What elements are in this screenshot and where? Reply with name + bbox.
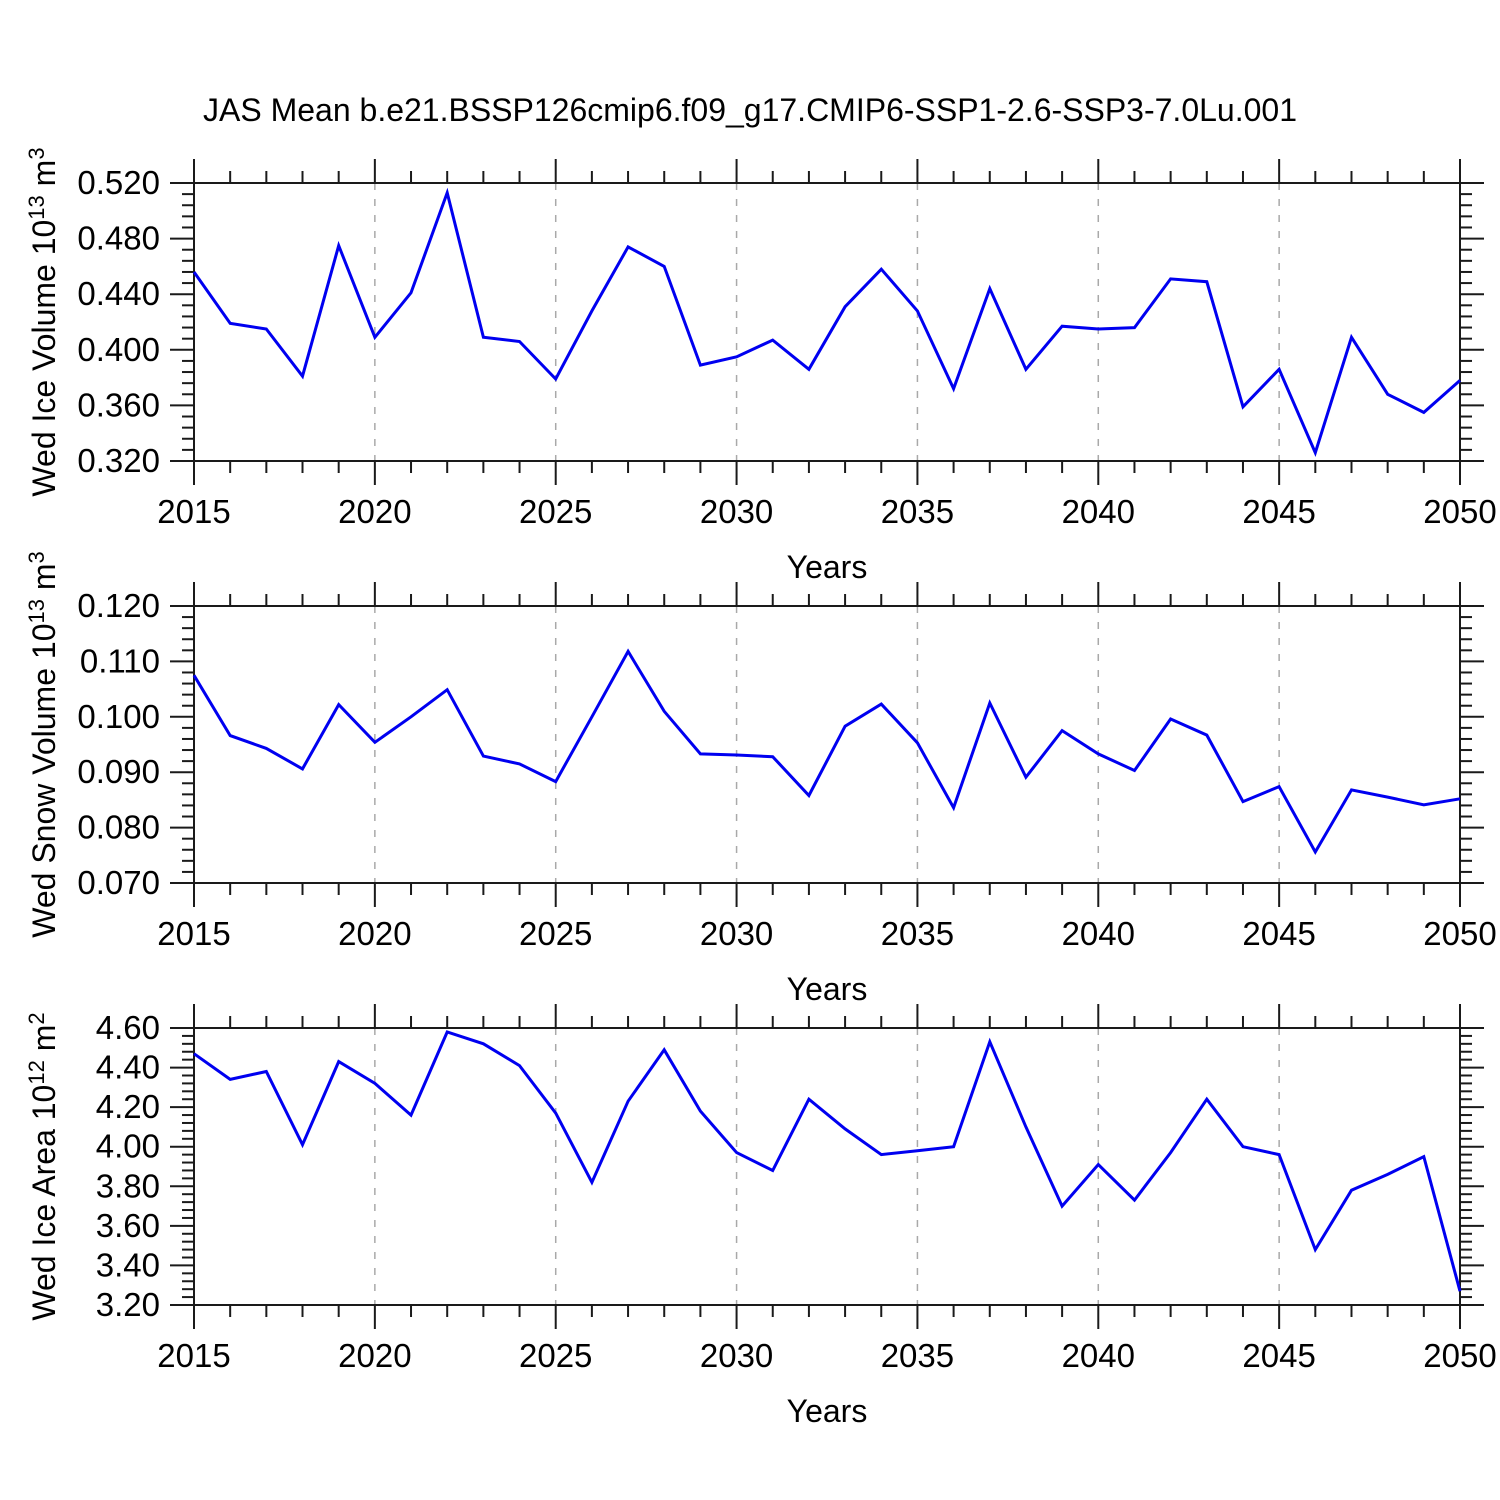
y-tick-label: 0.440: [77, 275, 160, 312]
wed-ice-volume-line: [192, 187, 1461, 457]
y-tick-label: 0.070: [77, 864, 160, 901]
y-tick-labels: 4.604.404.204.003.803.603.403.20: [96, 1009, 160, 1323]
x-axis-ticks: [193, 1004, 1461, 1329]
y-tick-label: 3.60: [96, 1207, 160, 1244]
x-tick-label: 2030: [700, 1337, 773, 1374]
x-axis-title: Years: [787, 549, 868, 585]
y-tick-label: 0.480: [77, 220, 160, 257]
x-tick-label: 2050: [1423, 915, 1496, 952]
x-tick-label: 2050: [1423, 493, 1496, 530]
y-axis-ticks: [170, 1027, 1484, 1306]
x-axis-ticks: [193, 159, 1461, 485]
x-tick-label: 2015: [157, 1337, 230, 1374]
wed-snow-volume-line: [192, 648, 1461, 856]
y-tick-label: 4.60: [96, 1009, 160, 1046]
y-axis-title: Wed Ice Volume 1013 m3: [24, 147, 62, 496]
x-tick-label: 2035: [881, 1337, 954, 1374]
y-tick-label: 3.40: [96, 1246, 160, 1283]
y-tick-label: 0.400: [77, 331, 160, 368]
x-tick-label: 2025: [519, 493, 592, 530]
y-tick-labels: 0.120 0.110 0.100 0.090 0.080 0.070: [77, 587, 160, 901]
y-axis-title: Wed Ice Area 1012 m2: [24, 1012, 62, 1320]
x-tick-label: 2040: [1062, 493, 1135, 530]
y-tick-label: 0.320: [77, 442, 160, 479]
y-axis-ticks: [170, 182, 1484, 462]
y-tick-label: 4.20: [96, 1088, 160, 1125]
x-tick-label: 2015: [157, 915, 230, 952]
wed-ice-area-line: [193, 1030, 1462, 1292]
y-tick-label: 0.110: [80, 642, 160, 679]
x-tick-labels: 2015 2020 2025 2030 2035 2040 2045 2050: [157, 915, 1496, 952]
wed-ice-area-panel: 4.604.404.204.003.803.603.403.20 2015 2020…: [24, 1004, 1497, 1429]
y-tick-label: 3.20: [96, 1286, 160, 1323]
x-tick-label: 2015: [157, 493, 230, 530]
x-tick-label: 2025: [519, 915, 592, 952]
x-tick-label: 2020: [338, 493, 411, 530]
vertical-gridlines: [374, 1028, 1280, 1305]
x-tick-labels: 2015 2020 2025 2030 2035 2040 2045 2050: [157, 493, 1496, 530]
plot-border: [193, 182, 1461, 462]
y-tick-label: 3.80: [96, 1167, 160, 1204]
chart-title: JAS Mean b.e21.BSSP126cmip6.f09_g17.CMIP…: [203, 92, 1297, 128]
x-tick-label: 2045: [1242, 493, 1315, 530]
vertical-gridlines: [374, 606, 1280, 883]
y-tick-labels: 0.520 0.480 0.440 0.400 0.360 0.320: [77, 164, 160, 479]
x-tick-label: 2020: [338, 915, 411, 952]
x-tick-labels: 2015 2020 2025 2030 2035 2040 2045 2050: [157, 1337, 1496, 1374]
plot-border: [193, 1027, 1461, 1306]
x-tick-label: 2030: [700, 493, 773, 530]
x-tick-label: 2040: [1062, 1337, 1135, 1374]
x-tick-label: 2040: [1062, 915, 1135, 952]
y-tick-label: 0.090: [77, 753, 160, 790]
x-tick-label: 2025: [519, 1337, 592, 1374]
y-tick-label: 0.080: [77, 809, 160, 846]
y-tick-label: 0.360: [77, 386, 160, 423]
x-tick-label: 2030: [700, 915, 773, 952]
plot-border: [193, 605, 1461, 884]
x-axis-ticks: [193, 582, 1461, 907]
vertical-gridlines: [374, 183, 1280, 461]
x-axis-title: Years: [787, 1393, 868, 1429]
x-tick-label: 2035: [881, 915, 954, 952]
y-axis-ticks: [170, 605, 1484, 884]
x-tick-label: 2035: [881, 493, 954, 530]
y-tick-label: 0.520: [77, 164, 160, 201]
x-tick-label: 2045: [1242, 1337, 1315, 1374]
x-axis-title: Years: [787, 971, 868, 1007]
y-tick-label: 0.100: [77, 698, 160, 735]
y-tick-label: 4.00: [96, 1128, 160, 1165]
x-tick-label: 2045: [1242, 915, 1315, 952]
x-tick-label: 2050: [1423, 1337, 1496, 1374]
y-tick-label: 0.120: [77, 587, 160, 624]
x-tick-label: 2020: [338, 1337, 411, 1374]
y-axis-title: Wed Snow Volume 1013 m3: [24, 551, 62, 938]
y-tick-label: 4.40: [96, 1049, 160, 1086]
